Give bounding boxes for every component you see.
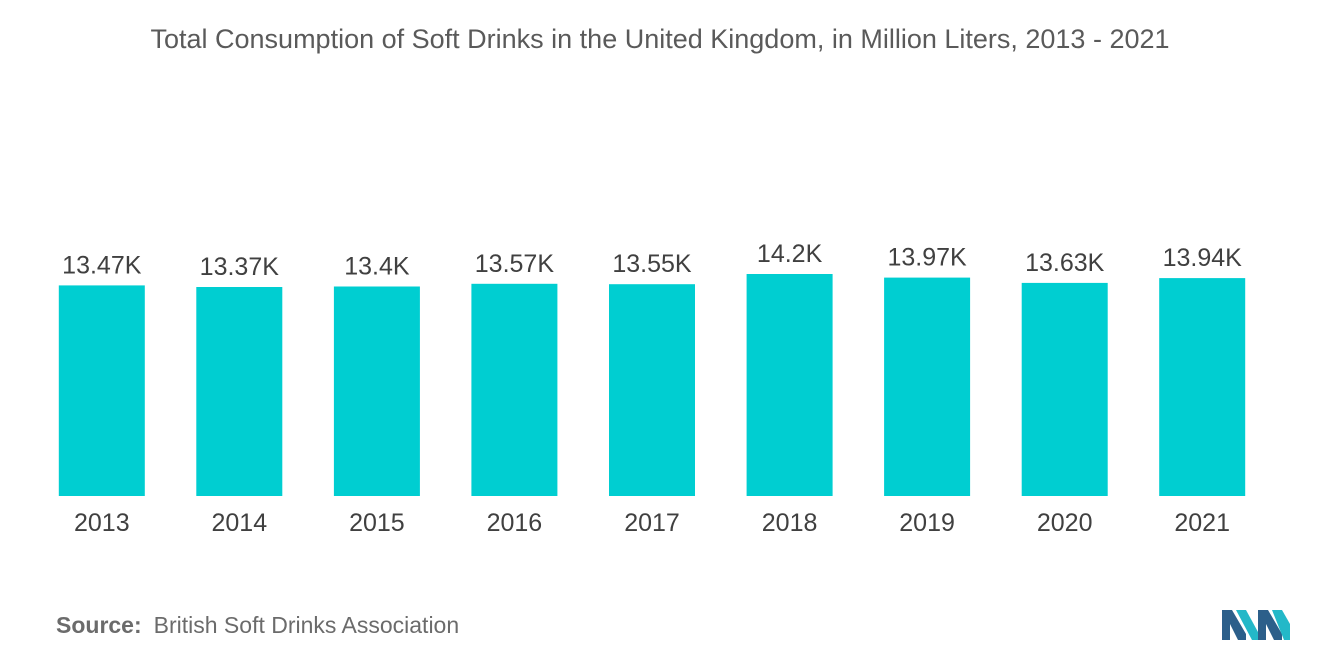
x-tick-label-2013: 2013 (74, 509, 130, 537)
x-axis-tick-labels: 2013 2014 2015 2016 2017 2018 2019 2020 2021 (74, 509, 1230, 537)
source-text: British Soft Drinks Association (153, 612, 460, 638)
bar-2014 (196, 287, 283, 496)
value-label-2016: 13.57K (475, 250, 555, 278)
bar-2018 (746, 274, 833, 496)
x-tick-label-2019: 2019 (899, 509, 955, 537)
bar-2019 (884, 277, 971, 496)
x-tick-label-2021: 2021 (1174, 509, 1230, 537)
value-label-2018: 14.2K (757, 240, 823, 268)
source-label: Source: (56, 612, 142, 638)
x-tick-label-2015: 2015 (349, 509, 405, 537)
bar-2016 (471, 283, 558, 496)
value-label-2013: 13.47K (62, 251, 142, 279)
value-label-2021: 13.94K (1163, 244, 1243, 272)
bar-2017 (609, 284, 695, 496)
value-label-2017: 13.55K (612, 250, 692, 278)
source-note: Source: British Soft Drinks Association (56, 612, 459, 639)
bar-2020 (1021, 282, 1108, 496)
value-label-2019: 13.97K (887, 244, 967, 272)
x-tick-label-2020: 2020 (1037, 509, 1093, 537)
x-tick-label-2017: 2017 (624, 509, 680, 537)
bars-group (58, 274, 1246, 496)
x-tick-label-2018: 2018 (762, 509, 818, 537)
value-labels-group: 13.47K 13.37K 13.4K 13.57K 13.55K 14.2K 13.97K… (62, 240, 1242, 281)
x-tick-label-2014: 2014 (211, 509, 267, 537)
value-label-2014: 13.37K (200, 253, 280, 281)
value-label-2015: 13.4K (344, 253, 410, 281)
bar-2021 (1159, 278, 1246, 496)
bar-2013 (58, 285, 145, 496)
x-tick-label-2016: 2016 (487, 509, 543, 537)
mordor-intelligence-logo-icon (1222, 610, 1290, 640)
value-label-2020: 13.63K (1025, 249, 1105, 277)
chart-title: Total Consumption of Soft Drinks in the … (150, 24, 1170, 54)
bar-2015 (333, 286, 420, 496)
